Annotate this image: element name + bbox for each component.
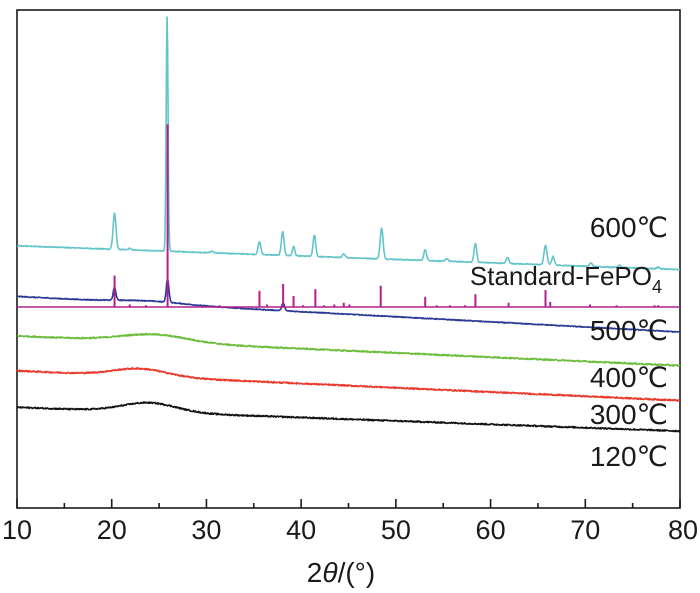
curve-label-300: 300℃ xyxy=(590,399,668,430)
x-axis-title: 2θ/(°) xyxy=(307,557,375,588)
curve-label-600: 600℃ xyxy=(590,212,668,243)
series-line-120 xyxy=(16,401,681,433)
x-tick-label-50: 50 xyxy=(381,515,411,545)
standard-sticks xyxy=(17,124,680,308)
series-line-500 xyxy=(16,278,681,333)
curve-labels: 600℃ Standard-FePO4 500℃ 400℃ 300℃ 120℃ xyxy=(470,212,668,472)
x-tick-label-10: 10 xyxy=(2,515,32,545)
x-axis-title-symbol: θ xyxy=(322,557,337,588)
series-line-400 xyxy=(16,332,681,367)
curve-label-400: 400℃ xyxy=(590,362,668,393)
x-axis-ticks: 10 20 30 40 50 60 70 80 xyxy=(2,499,698,545)
x-axis-title-suffix: /(°) xyxy=(338,557,376,588)
plot-area xyxy=(16,9,681,509)
x-tick-label-60: 60 xyxy=(476,515,506,545)
curve-label-standard: Standard-FePO4 xyxy=(470,261,662,297)
x-tick-label-80: 80 xyxy=(668,515,698,545)
curve-label-120: 120℃ xyxy=(590,441,668,472)
x-axis-title-prefix: 2 xyxy=(307,557,323,588)
x-tick-label-20: 20 xyxy=(97,515,127,545)
standard-label-subscript: 4 xyxy=(652,277,662,297)
x-tick-label-40: 40 xyxy=(286,515,316,545)
x-tick-label-70: 70 xyxy=(570,515,600,545)
standard-label-main: Standard-FePO xyxy=(470,261,652,291)
plot-frame xyxy=(16,9,681,509)
series-line-300 xyxy=(16,367,681,402)
xrd-curves xyxy=(16,16,681,433)
x-tick-label-30: 30 xyxy=(191,515,221,545)
curve-label-500: 500℃ xyxy=(590,315,668,346)
series-line-600 xyxy=(16,16,681,271)
